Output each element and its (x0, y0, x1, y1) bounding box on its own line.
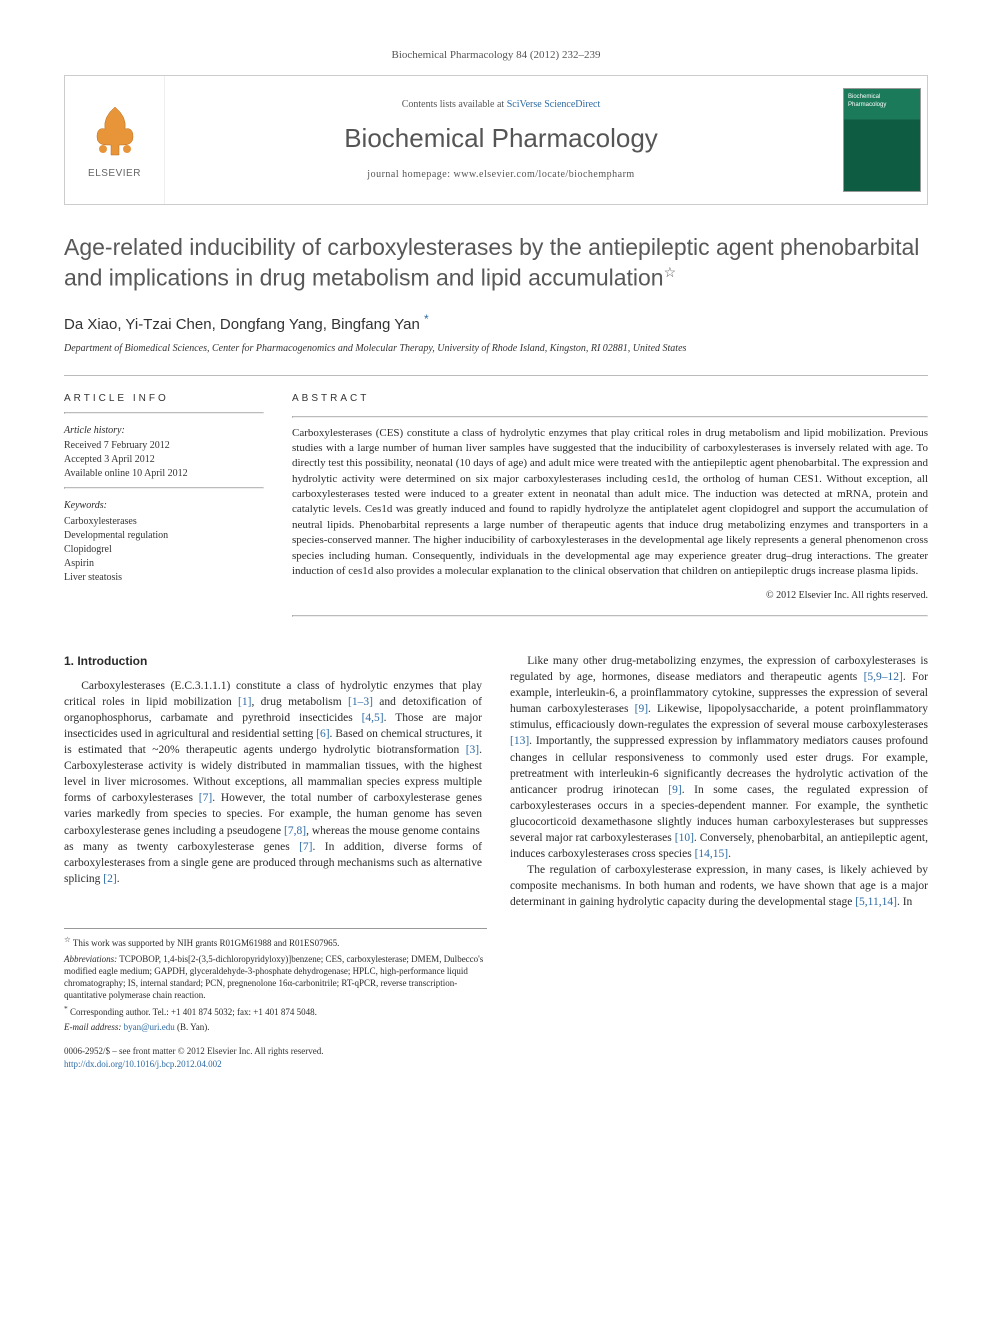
publisher-logo: ELSEVIER (65, 76, 165, 204)
section-heading: 1. Introduction (64, 653, 482, 670)
journal-cover-thumb (843, 88, 921, 192)
abstract-text: Carboxylesterases (CES) constitute a cla… (292, 426, 928, 580)
authors-text: Da Xiao, Yi-Tzai Chen, Dongfang Yang, Bi… (64, 316, 420, 333)
history-heading: Article history: (64, 424, 264, 438)
contents-available-line: Contents lists available at SciVerse Sci… (402, 98, 601, 112)
article-body: 1. Introduction Carboxylesterases (E.C.3… (64, 653, 928, 911)
bottom-left: 0006-2952/$ – see front matter © 2012 El… (64, 1045, 324, 1069)
body-paragraph: The regulation of carboxylesterase expre… (510, 862, 928, 910)
email-link[interactable]: byan@uri.edu (124, 1022, 175, 1032)
keywords-heading: Keywords: (64, 499, 264, 513)
corr-text: Corresponding author. Tel.: +1 401 874 5… (70, 1007, 317, 1017)
journal-cover-container (837, 76, 927, 204)
journal-title: Biochemical Pharmacology (344, 121, 658, 156)
email-suffix: (B. Yan). (175, 1022, 210, 1032)
keyword: Aspirin (64, 557, 264, 571)
doi-line: http://dx.doi.org/10.1016/j.bcp.2012.04.… (64, 1058, 324, 1070)
article-info-column: ARTICLE INFO Article history: Received 7… (64, 378, 264, 625)
keyword: Clopidogrel (64, 543, 264, 557)
article-info-heading: ARTICLE INFO (64, 392, 264, 406)
info-abstract-row: ARTICLE INFO Article history: Received 7… (64, 378, 928, 625)
title-footnote-marker: ☆ (664, 264, 677, 280)
journal-reference: Biochemical Pharmacology 84 (2012) 232–2… (64, 48, 928, 63)
homepage-prefix: journal homepage: (367, 169, 453, 180)
abstract-column: ABSTRACT Carboxylesterases (CES) constit… (292, 378, 928, 625)
divider (64, 412, 264, 414)
doi-link[interactable]: http://dx.doi.org/10.1016/j.bcp.2012.04.… (64, 1059, 222, 1069)
divider (292, 416, 928, 418)
header-center: Contents lists available at SciVerse Sci… (165, 76, 837, 204)
doi-prefix: http://dx.doi.org/ (64, 1059, 125, 1069)
corr-marker: * (64, 1004, 68, 1013)
sciencedirect-link[interactable]: SciVerse ScienceDirect (507, 99, 601, 110)
front-matter-line: 0006-2952/$ – see front matter © 2012 El… (64, 1045, 324, 1057)
online-date: Available online 10 April 2012 (64, 467, 264, 481)
email-footnote: E-mail address: byan@uri.edu (B. Yan). (64, 1021, 487, 1033)
funding-footnote: ☆ This work was supported by NIH grants … (64, 935, 487, 949)
bottom-bar: 0006-2952/$ – see front matter © 2012 El… (64, 1045, 928, 1069)
keyword: Carboxylesterases (64, 515, 264, 529)
divider (292, 615, 928, 617)
affiliation: Department of Biomedical Sciences, Cente… (64, 342, 928, 356)
article-title: Age-related inducibility of carboxyleste… (64, 233, 928, 293)
homepage-url[interactable]: www.elsevier.com/locate/biochempharm (454, 169, 635, 180)
journal-homepage-line: journal homepage: www.elsevier.com/locat… (367, 168, 634, 182)
abbrev-label: Abbreviations: (64, 954, 117, 964)
funding-text: This work was supported by NIH grants R0… (73, 938, 339, 948)
abbrev-text: TCPOBOP, 1,4-bis[2-(3,5-dichloropyridylo… (64, 954, 483, 1000)
elsevier-tree-icon (83, 99, 147, 163)
keyword: Developmental regulation (64, 529, 264, 543)
contents-prefix: Contents lists available at (402, 99, 507, 110)
divider (64, 487, 264, 489)
body-paragraph: Carboxylesterases (E.C.3.1.1.1) constitu… (64, 678, 482, 839)
body-paragraph: Like many other drug-metabolizing enzyme… (510, 653, 928, 862)
journal-header: ELSEVIER Contents lists available at Sci… (64, 75, 928, 205)
body-paragraph: as many as twenty carboxylesterase genes… (64, 839, 482, 887)
abstract-copyright: © 2012 Elsevier Inc. All rights reserved… (292, 589, 928, 603)
author-list: Da Xiao, Yi-Tzai Chen, Dongfang Yang, Bi… (64, 311, 928, 335)
keyword: Liver steatosis (64, 571, 264, 585)
accepted-date: Accepted 3 April 2012 (64, 453, 264, 467)
divider (64, 375, 928, 376)
received-date: Received 7 February 2012 (64, 439, 264, 453)
corresponding-author-footnote: * Corresponding author. Tel.: +1 401 874… (64, 1004, 487, 1018)
doi-value: 10.1016/j.bcp.2012.04.002 (125, 1059, 222, 1069)
email-label: E-mail address: (64, 1022, 121, 1032)
article-title-text: Age-related inducibility of carboxyleste… (64, 234, 919, 291)
footnotes: ☆ This work was supported by NIH grants … (64, 928, 487, 1033)
publisher-name: ELSEVIER (88, 167, 141, 181)
funding-marker: ☆ (64, 935, 71, 944)
abbreviations-footnote: Abbreviations: TCPOBOP, 1,4-bis[2-(3,5-d… (64, 953, 487, 1002)
abstract-heading: ABSTRACT (292, 392, 928, 406)
corresponding-author-marker: * (424, 312, 429, 326)
